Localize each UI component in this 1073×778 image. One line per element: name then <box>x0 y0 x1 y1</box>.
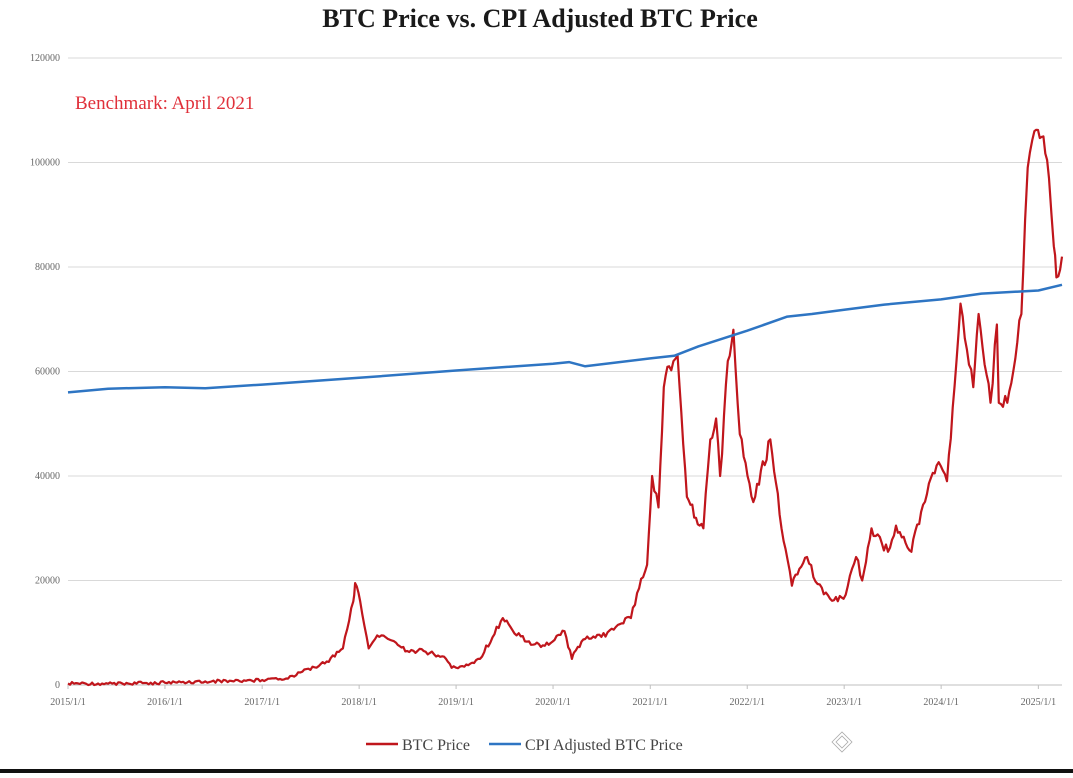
y-tick-label: 40000 <box>35 471 60 482</box>
benchmark-annotation: Benchmark: April 2021 <box>75 93 254 114</box>
x-tick-label: 2017/1/1 <box>244 697 280 708</box>
y-tick-label: 0 <box>55 680 60 691</box>
y-tick-label: 80000 <box>35 262 60 273</box>
x-tick-label: 2023/1/1 <box>826 697 862 708</box>
series-lines <box>67 128 1064 687</box>
bottom-border <box>0 769 1073 773</box>
legend: BTC Price CPI Adjusted BTC Price <box>366 737 683 754</box>
x-tick-label: 2019/1/1 <box>438 697 474 708</box>
series-line-cpi-adjusted <box>67 283 1063 394</box>
watermark-logo-icon <box>831 731 853 753</box>
x-tick-label: 2015/1/1 <box>50 697 86 708</box>
chart-title: BTC Price vs. CPI Adjusted BTC Price <box>322 4 757 33</box>
y-tick-label: 120000 <box>30 53 60 64</box>
x-tick-label: 2021/1/1 <box>632 697 668 708</box>
x-tick-label: 2022/1/1 <box>729 697 765 708</box>
x-tick-label: 2016/1/1 <box>147 697 183 708</box>
x-tick-label: 2025/1/1 <box>1021 697 1057 708</box>
series-line-btc-price <box>67 128 1064 687</box>
legend-label-btc-price: BTC Price <box>402 737 470 754</box>
y-tick-label: 20000 <box>35 576 60 587</box>
gridlines <box>68 57 1062 581</box>
x-axis-ticks: 2015/1/1 2016/1/1 2017/1/1 2018/1/1 2019/1/1… <box>50 685 1056 708</box>
x-tick-label: 2018/1/1 <box>341 697 377 708</box>
legend-label-cpi-adjusted: CPI Adjusted BTC Price <box>525 737 683 754</box>
x-tick-label: 2024/1/1 <box>923 697 959 708</box>
y-tick-label: 100000 <box>30 158 60 169</box>
y-axis-ticks: 0 20000 40000 60000 80000 100000 120000 <box>30 53 60 691</box>
watermark <box>831 731 853 753</box>
x-tick-label: 2020/1/1 <box>535 697 571 708</box>
y-tick-label: 60000 <box>35 367 60 378</box>
